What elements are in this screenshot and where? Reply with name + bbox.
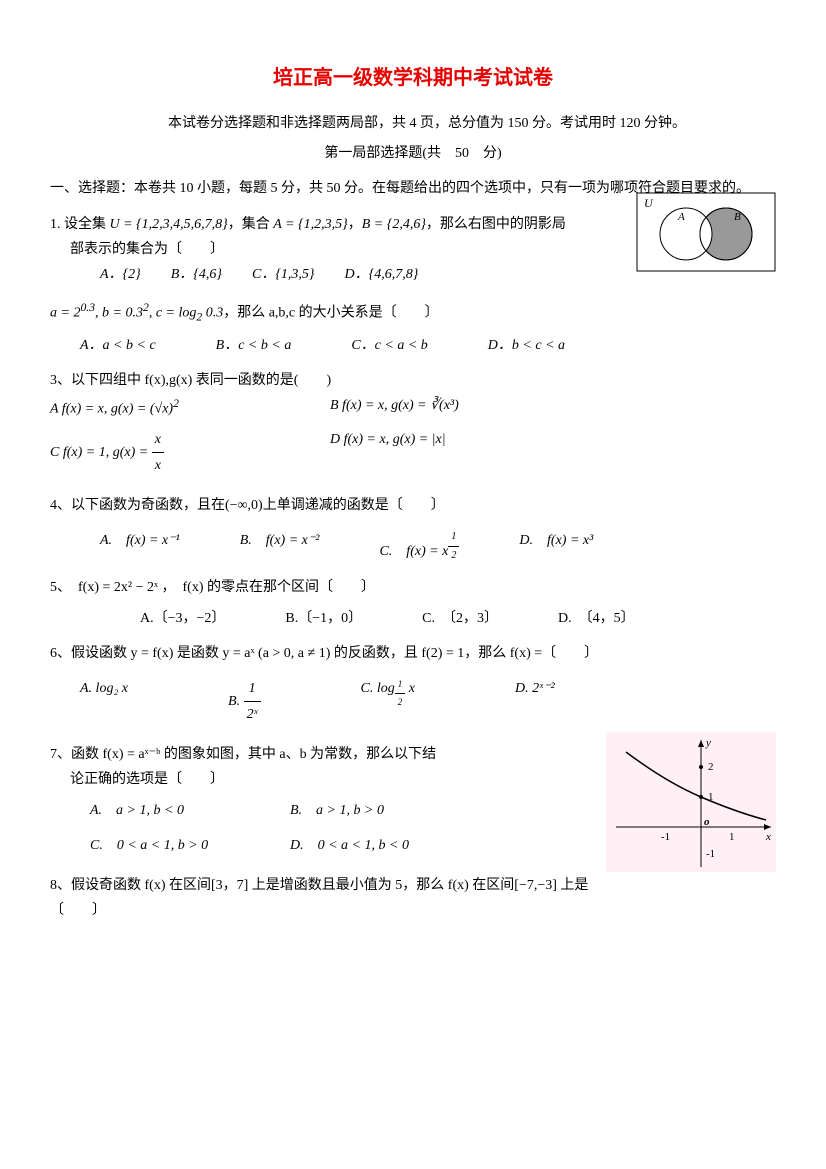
q1-opt-c: C．{1,3,5} <box>252 262 315 287</box>
q2-b: , b = 0.3 <box>95 306 143 321</box>
q3-opt-c: C f(x) = 1, g(x) = <box>50 445 152 460</box>
q1-opt-b: B．{4,6} <box>171 262 222 287</box>
q1-text-a: 1. 设全集 <box>50 217 110 232</box>
q7-opt-b: B. a > 1, b > 0 <box>290 798 490 823</box>
q7-opt-a: A. a > 1, b < 0 <box>90 798 290 823</box>
q3-opt-b: B f(x) = x, g(x) = ∛(x³) <box>330 398 459 413</box>
q4-opt-c: C. f(x) = x12 <box>379 528 459 565</box>
q6-text: 6、假设函数 y = f(x) 是函数 y = aˣ (a > 0, a ≠ 1… <box>50 641 776 666</box>
q7-text2: 论正确的选项是〔 〕 <box>50 767 550 792</box>
q8-text2: 〔 〕 <box>50 898 776 923</box>
svg-text:U: U <box>644 196 654 210</box>
q1-text-e: ， <box>348 217 362 232</box>
q2-d: 0.3 <box>202 306 223 321</box>
q2-opt-c: C．c < a < b <box>351 333 427 358</box>
exam-title: 培正高一级数学科期中考试试卷 <box>50 60 776 96</box>
svg-text:-1: -1 <box>706 848 715 860</box>
svg-text:y: y <box>705 737 711 749</box>
venn-diagram: U A B <box>636 192 776 281</box>
q5-opt-b: B.〔−1，0〕 <box>285 606 362 631</box>
exam-intro: 本试卷分选择题和非选择题两局部，共 4 页，总分值为 150 分。考试用时 12… <box>50 111 776 136</box>
q2-opt-b: B．c < b < a <box>216 333 292 358</box>
q6-opt-d: D. 2ˣ⁻² <box>515 676 555 727</box>
q6-opt-b: B. 12ˣ <box>228 676 261 727</box>
question-6: 6、假设函数 y = f(x) 是函数 y = aˣ (a > 0, a ≠ 1… <box>50 641 776 728</box>
q4-opt-a: A. f(x) = x⁻¹ <box>100 528 180 565</box>
svg-text:1: 1 <box>729 831 735 843</box>
q1-text-c: ，集合 <box>228 217 274 232</box>
question-8: 8、假设奇函数 f(x) 在区间[3，7] 上是增函数且最小值为 5，那么 f(… <box>50 873 776 923</box>
q7-text1: 7、函数 f(x) = aˣ⁻ᵇ 的图象如图，其中 a、b 为常数，那么以下结 <box>50 742 550 767</box>
q2-a: a = 2 <box>50 306 80 321</box>
q2-opt-a: A．a < b < c <box>80 333 156 358</box>
svg-text:o: o <box>704 816 710 828</box>
q5-text: 5、 f(x) = 2x² − 2ˣ ， f(x) 的零点在那个区间〔 〕 <box>50 575 776 600</box>
q4-opt-b: B. f(x) = x⁻² <box>240 528 320 565</box>
q1-opt-d: D．{4,6,7,8} <box>345 262 419 287</box>
q7-opt-c: C. 0 < a < 1, b > 0 <box>90 833 290 858</box>
question-4: 4、以下函数为奇函数，且在(−∞,0)上单调递减的函数是〔 〕 A. f(x) … <box>50 493 776 565</box>
q2-e: ，那么 a,b,c 的大小关系是〔 〕 <box>223 306 438 321</box>
q5-opt-d: D. 〔4，5〕 <box>558 606 635 631</box>
q1-set-a: A = {1,2,3,5} <box>273 217 347 232</box>
question-1: 1. 设全集 U = {1,2,3,4,5,6,7,8}，集合 A = {1,2… <box>50 212 776 288</box>
q2-opt-d: D．b < c < a <box>488 333 565 358</box>
q5-opt-a: A.〔−3，−2〕 <box>140 606 225 631</box>
svg-text:B: B <box>734 211 741 223</box>
q2-c: , c = log <box>149 306 197 321</box>
q5-opt-c: C. 〔2，3〕 <box>422 606 498 631</box>
q1-set-b: B = {2,4,6} <box>362 217 426 232</box>
svg-text:-1: -1 <box>661 831 670 843</box>
svg-text:x: x <box>765 831 771 843</box>
section-header: 第一局部选择题(共 50 分) <box>50 141 776 166</box>
q3-opt-a: A f(x) = x, g(x) = (√x) <box>50 402 173 417</box>
question-7: 7、函数 f(x) = aˣ⁻ᵇ 的图象如图，其中 a、b 为常数，那么以下结 … <box>50 742 776 858</box>
q3-text: 3、以下四组中 f(x),g(x) 表同一函数的是( ) <box>50 368 776 393</box>
q8-text: 8、假设奇函数 f(x) 在区间[3，7] 上是增函数且最小值为 5，那么 f(… <box>50 873 776 898</box>
q6-opt-c: C. log12 x <box>361 676 415 727</box>
q1-text-g: ，那么右图中的阴影局 <box>426 217 566 232</box>
svg-text:2: 2 <box>708 761 714 773</box>
q1-opt-a: A．{2} <box>100 262 141 287</box>
q1-set-u: U = {1,2,3,4,5,6,7,8} <box>110 217 228 232</box>
svg-text:A: A <box>677 211 685 223</box>
q4-opt-d: D. f(x) = x³ <box>519 528 593 565</box>
q4-text: 4、以下函数为奇函数，且在(−∞,0)上单调递减的函数是〔 〕 <box>50 493 776 518</box>
q6-opt-a: A. log₂ x <box>80 676 128 727</box>
question-3: 3、以下四组中 f(x),g(x) 表同一函数的是( ) A f(x) = x,… <box>50 368 776 483</box>
question-5: 5、 f(x) = 2x² − 2ˣ ， f(x) 的零点在那个区间〔 〕 A.… <box>50 575 776 630</box>
q3-opt-d: D f(x) = x, g(x) = |x| <box>330 432 446 447</box>
q7-opt-d: D. 0 < a < 1, b < 0 <box>290 833 490 858</box>
svg-text:1: 1 <box>708 791 714 803</box>
question-2: a = 20.3, b = 0.32, c = log2 0.3，那么 a,b,… <box>50 297 776 358</box>
exponential-graph: x y o -1 1 1 2 -1 <box>606 732 776 881</box>
